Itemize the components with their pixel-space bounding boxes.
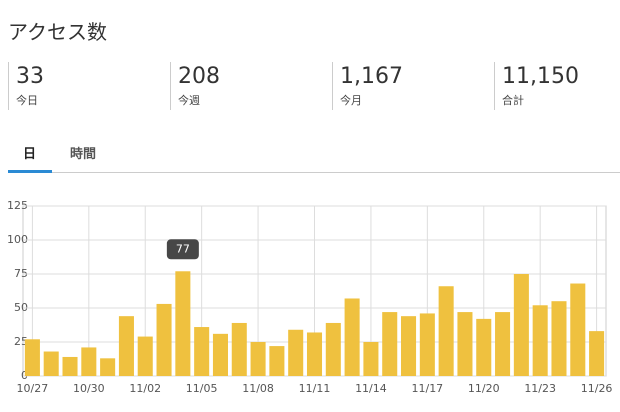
bar <box>81 347 97 376</box>
stat-label: 今週 <box>178 94 200 107</box>
x-tick-label: 11/14 <box>355 382 387 395</box>
bar <box>438 286 454 376</box>
y-tick-label: 25 <box>14 335 28 348</box>
bar <box>137 336 153 376</box>
page-title: アクセス数 <box>8 20 107 44</box>
tab-divider <box>8 172 620 173</box>
bar <box>419 313 435 376</box>
bar <box>43 351 59 376</box>
bar <box>250 342 266 376</box>
x-tick-label: 11/20 <box>468 382 500 395</box>
stat: 11,150 合計 <box>494 62 620 110</box>
bar <box>325 322 341 376</box>
bar <box>175 271 191 376</box>
tab[interactable]: 時間 <box>70 147 97 162</box>
y-tick-label: 50 <box>14 301 28 314</box>
bar <box>495 312 511 376</box>
bar <box>231 322 247 376</box>
bar <box>269 346 285 376</box>
stat: 208 今週 <box>170 62 328 110</box>
bar <box>62 356 78 376</box>
stat-label: 今日 <box>16 94 38 107</box>
bar <box>476 318 492 376</box>
tab[interactable]: 日 <box>23 147 37 162</box>
y-tick-label: 75 <box>14 267 28 280</box>
bar <box>118 316 134 376</box>
bar <box>100 358 116 376</box>
bar <box>24 339 40 376</box>
bar <box>194 327 210 376</box>
stat-value: 11,150 <box>502 64 579 89</box>
x-tick-label: 10/30 <box>73 382 105 395</box>
x-tick-label: 11/05 <box>186 382 218 395</box>
x-tick-label: 11/02 <box>129 382 161 395</box>
bar <box>551 301 567 376</box>
y-tick-label: 100 <box>7 233 28 246</box>
bar <box>363 342 379 376</box>
y-tick-label: 125 <box>7 199 28 212</box>
bar <box>401 316 417 376</box>
x-tick-label: 11/17 <box>411 382 443 395</box>
chart: 025507510012510/2710/3011/0211/0511/0811… <box>7 199 613 395</box>
bar <box>212 333 228 376</box>
bar <box>513 274 529 376</box>
x-tick-label: 11/26 <box>581 382 613 395</box>
bar <box>589 331 605 376</box>
stat: 1,167 今月 <box>332 62 490 110</box>
x-tick-label: 10/27 <box>17 382 49 395</box>
bar <box>306 332 323 376</box>
tooltip <box>166 239 199 260</box>
stat-value: 208 <box>178 64 220 89</box>
bar <box>532 305 548 376</box>
stat-label: 今月 <box>340 94 362 107</box>
tab-indicator <box>8 170 52 173</box>
bar <box>457 312 473 376</box>
bar <box>344 298 360 376</box>
x-tick-label: 11/11 <box>299 382 331 395</box>
tooltip-label: 77 <box>176 242 190 255</box>
bar <box>382 312 398 376</box>
bar <box>156 303 172 376</box>
bar <box>570 283 586 376</box>
bar <box>288 329 304 376</box>
x-tick-label: 11/08 <box>242 382 274 395</box>
stat: 33 今日 <box>8 62 166 110</box>
x-tick-label: 11/23 <box>524 382 556 395</box>
stat-value: 1,167 <box>340 64 403 89</box>
stat-label: 合計 <box>502 94 524 107</box>
stat-value: 33 <box>16 64 44 89</box>
